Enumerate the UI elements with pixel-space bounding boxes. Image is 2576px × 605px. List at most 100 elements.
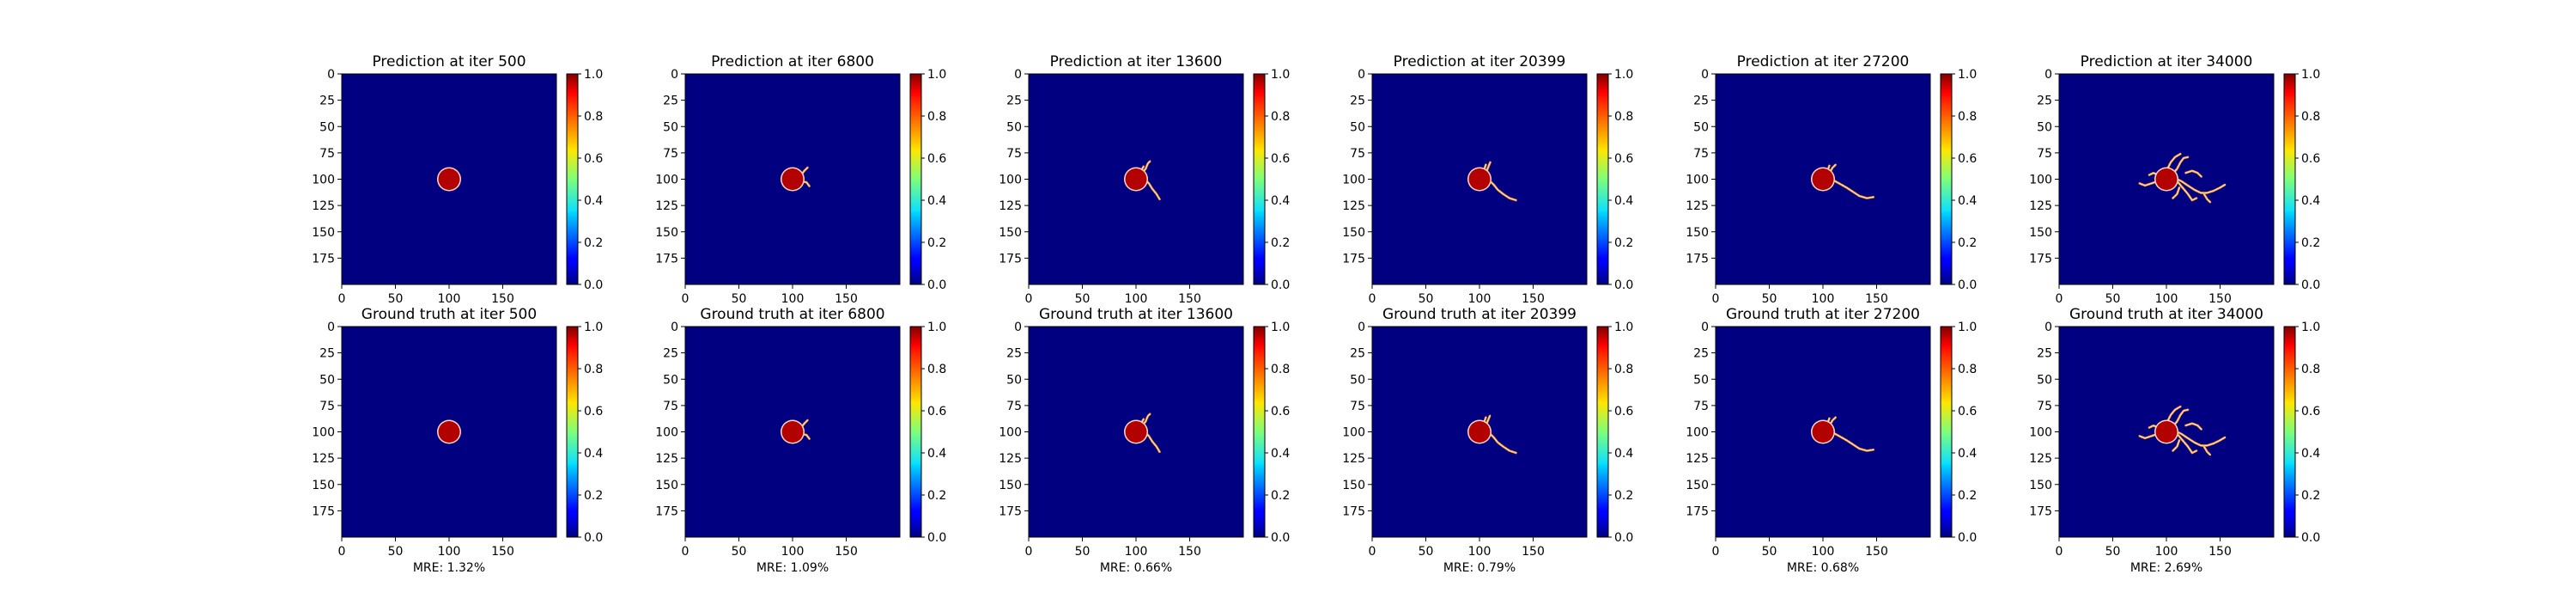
y-tick-label: 100 (1342, 426, 1365, 440)
x-tick-label: 100 (1468, 545, 1492, 559)
seed-solid (2155, 421, 2178, 443)
colorbar-tick-label: 0.0 (1614, 278, 1633, 292)
colorbar (2283, 326, 2296, 538)
colorbar-tick-label: 0.6 (1614, 405, 1633, 419)
y-tick-label: 150 (655, 226, 678, 240)
y-tick-label: 50 (1693, 373, 1709, 387)
x-tick-label: 150 (2208, 545, 2232, 559)
x-tick-label: 50 (1762, 292, 1777, 306)
panel-title: Ground truth at iter 500 (361, 306, 537, 323)
colorbar (1940, 326, 1953, 538)
y-tick-label: 125 (1686, 199, 1709, 213)
x-tick-label: 100 (438, 545, 461, 559)
y-tick-label: 175 (655, 504, 678, 518)
x-tick-label: 150 (1178, 292, 1201, 306)
seed-solid (1812, 168, 1834, 190)
colorbar-tick-label: 0.8 (1271, 363, 1290, 376)
x-tick-label: 0 (1025, 545, 1033, 559)
dendrite-branch-core (2172, 439, 2180, 451)
y-tick-label: 50 (1006, 120, 1022, 134)
y-tick-label: 50 (1693, 120, 1709, 134)
dendrite-branch-core (2174, 177, 2227, 193)
y-tick-label: 100 (1686, 174, 1709, 187)
dendrite-branch-core (1831, 179, 1874, 199)
seed-solid (1812, 421, 1834, 443)
y-tick-label: 100 (655, 426, 678, 440)
y-tick-label: 75 (1350, 400, 1365, 413)
colorbar (1940, 73, 1953, 285)
dendrite-branch-core (2185, 423, 2202, 431)
y-tick-label: 50 (1350, 373, 1365, 387)
y-tick-label: 150 (1686, 479, 1709, 492)
y-tick-label: 175 (2029, 504, 2052, 518)
y-tick-label: 150 (1342, 226, 1365, 240)
ground-truth-panel: Ground truth at iter 500 0 50 100 150 0 25 50 75… (312, 306, 603, 575)
panel-title: Ground truth at iter 27200 (1726, 306, 1920, 323)
colorbar-tick-label: 0.2 (584, 236, 603, 250)
y-tick-label: 50 (1350, 120, 1365, 134)
x-tick-label: 100 (781, 292, 805, 306)
dendrite-branch-core (1831, 431, 1874, 451)
colorbar-tick-label: 0.0 (1271, 531, 1290, 545)
colorbar-tick-label: 0.6 (2301, 405, 2320, 419)
x-tick-label: 150 (2208, 292, 2232, 306)
y-tick-label: 0 (327, 321, 335, 334)
x-tick-label: 50 (1075, 545, 1091, 559)
x-tick-label: 0 (1025, 292, 1033, 306)
y-tick-label: 100 (2029, 426, 2052, 440)
colorbar-tick-label: 1.0 (1614, 68, 1633, 82)
y-tick-label: 150 (999, 479, 1022, 492)
colorbar-tick-label: 0.4 (584, 194, 603, 208)
x-tick-label: 150 (1865, 292, 1888, 306)
seed-solid (781, 168, 804, 190)
y-tick-label: 100 (312, 426, 335, 440)
colorbar-tick-label: 0.4 (1614, 447, 1633, 461)
y-tick-label: 0 (1014, 68, 1022, 82)
prediction-panel: Prediction at iter 20399 0 50 100 150 0 25 50 75… (1342, 53, 1633, 306)
y-tick-label: 125 (312, 199, 335, 213)
y-tick-label: 175 (2029, 252, 2052, 266)
y-tick-label: 150 (655, 479, 678, 492)
colorbar-tick-label: 0.8 (2301, 110, 2320, 124)
y-tick-label: 25 (1693, 347, 1709, 361)
x-tick-label: 50 (732, 545, 747, 559)
seed-solid (1125, 421, 1147, 443)
colorbar-tick-label: 0.6 (927, 405, 946, 419)
colorbar-tick-label: 0.0 (1614, 531, 1633, 545)
x-tick-label: 50 (388, 292, 404, 306)
y-tick-label: 75 (2037, 147, 2052, 161)
mre-label: MRE: 0.68% (1787, 561, 1859, 575)
seed-solid (438, 168, 460, 190)
colorbar-tick-label: 1.0 (2301, 321, 2320, 334)
y-tick-label: 75 (319, 147, 335, 161)
colorbar-tick-label: 0.2 (1271, 236, 1290, 250)
seed-solid (1125, 168, 1147, 190)
panel-title: Prediction at iter 500 (372, 53, 526, 70)
x-tick-label: 100 (1125, 292, 1148, 306)
seed-solid (1468, 168, 1491, 190)
y-tick-label: 0 (1358, 321, 1365, 334)
colorbar (566, 73, 579, 285)
panel-title: Prediction at iter 6800 (711, 53, 874, 70)
dendrite-branch-core (2139, 180, 2159, 186)
y-tick-label: 175 (999, 504, 1022, 518)
y-tick-label: 150 (1342, 479, 1365, 492)
x-tick-label: 100 (438, 292, 461, 306)
y-tick-label: 100 (655, 174, 678, 187)
colorbar-tick-label: 0.2 (584, 489, 603, 503)
mre-label: MRE: 0.79% (1443, 561, 1516, 575)
y-tick-label: 50 (663, 120, 678, 134)
y-tick-label: 125 (1342, 199, 1365, 213)
colorbar-tick-label: 1.0 (584, 68, 603, 82)
x-tick-label: 150 (491, 292, 514, 306)
colorbar-tick-label: 0.8 (1614, 363, 1633, 376)
ground-truth-panel: Ground truth at iter 6800 0 50 100 150 0 25 50 7… (655, 306, 946, 575)
y-tick-label: 100 (999, 426, 1022, 440)
colorbar-tick-label: 0.8 (1958, 110, 1977, 124)
x-tick-label: 100 (1812, 292, 1835, 306)
y-tick-label: 175 (312, 252, 335, 266)
colorbar (2283, 73, 2296, 285)
y-tick-label: 125 (1342, 452, 1365, 466)
colorbar-tick-label: 0.6 (1958, 405, 1977, 419)
